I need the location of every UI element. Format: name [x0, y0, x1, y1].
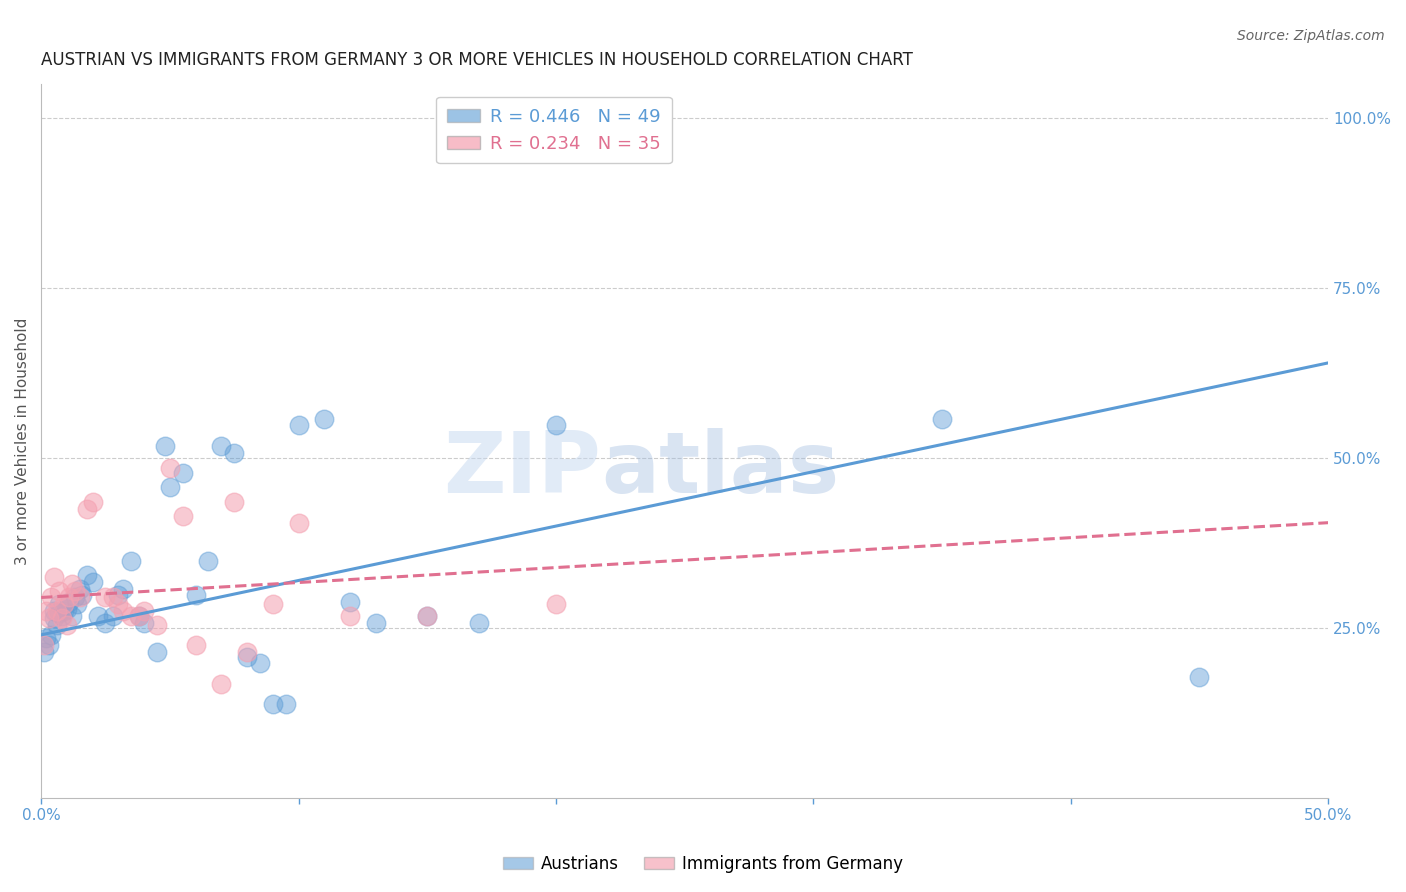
Point: [172, 508, 194, 523]
Point: [159, 480, 181, 494]
Point: [63, 583, 86, 598]
Point: [94, 615, 117, 630]
Point: [314, 411, 336, 425]
Point: [544, 597, 567, 611]
Point: [51, 608, 73, 623]
Point: [45, 604, 67, 618]
Point: [416, 608, 439, 623]
Point: [53, 604, 76, 618]
Point: [107, 597, 129, 611]
Point: [262, 697, 284, 711]
Point: [172, 466, 194, 480]
Point: [103, 608, 125, 623]
Point: [76, 568, 98, 582]
Point: [42, 570, 65, 584]
Point: [42, 604, 65, 618]
Point: [48, 583, 70, 598]
Point: [120, 608, 142, 623]
Point: [339, 608, 361, 623]
Point: [69, 582, 91, 596]
Point: [66, 597, 89, 611]
Point: [287, 418, 309, 433]
Point: [82, 495, 104, 509]
Point: [58, 591, 80, 605]
Point: [35, 632, 58, 646]
Point: [209, 677, 232, 691]
Point: [53, 597, 76, 611]
Point: [41, 591, 63, 605]
Point: [112, 582, 135, 596]
Point: [146, 645, 169, 659]
Point: [132, 615, 155, 630]
Point: [209, 439, 232, 453]
Point: [56, 602, 79, 616]
Point: [107, 589, 129, 603]
Y-axis label: 3 or more Vehicles in Household: 3 or more Vehicles in Household: [15, 318, 30, 565]
Text: ZIP: ZIP: [443, 428, 600, 511]
Point: [56, 617, 79, 632]
Point: [45, 617, 67, 632]
Point: [184, 589, 207, 603]
Point: [41, 628, 63, 642]
Point: [544, 418, 567, 433]
Legend: Austrians, Immigrants from Germany: Austrians, Immigrants from Germany: [496, 848, 910, 880]
Point: [94, 591, 117, 605]
Point: [35, 604, 58, 618]
Text: atlas: atlas: [600, 428, 839, 511]
Point: [128, 608, 150, 623]
Point: [224, 445, 246, 459]
Point: [60, 577, 83, 591]
Point: [72, 589, 94, 603]
Point: [51, 611, 73, 625]
Point: [87, 608, 110, 623]
Point: [249, 657, 271, 671]
Point: [224, 495, 246, 509]
Point: [184, 638, 207, 652]
Point: [153, 439, 176, 453]
Point: [42, 611, 65, 625]
Point: [132, 604, 155, 618]
Point: [38, 638, 60, 652]
Point: [63, 591, 86, 605]
Point: [120, 554, 142, 568]
Point: [69, 591, 91, 605]
Text: Source: ZipAtlas.com: Source: ZipAtlas.com: [1237, 29, 1385, 43]
Point: [146, 617, 169, 632]
Point: [287, 516, 309, 530]
Point: [364, 615, 387, 630]
Point: [60, 608, 83, 623]
Point: [931, 411, 953, 425]
Point: [103, 591, 125, 605]
Point: [236, 645, 259, 659]
Point: [76, 502, 98, 516]
Point: [467, 615, 489, 630]
Point: [1188, 670, 1211, 684]
Point: [159, 461, 181, 475]
Point: [339, 595, 361, 609]
Legend: R = 0.446   N = 49, R = 0.234   N = 35: R = 0.446 N = 49, R = 0.234 N = 35: [436, 96, 672, 163]
Point: [32, 638, 55, 652]
Point: [48, 597, 70, 611]
Point: [416, 608, 439, 623]
Point: [112, 604, 135, 618]
Point: [197, 554, 219, 568]
Point: [128, 608, 150, 623]
Point: [32, 645, 55, 659]
Point: [236, 649, 259, 664]
Point: [48, 606, 70, 620]
Point: [274, 697, 297, 711]
Point: [262, 597, 284, 611]
Point: [82, 574, 104, 589]
Point: [38, 611, 60, 625]
Point: [58, 595, 80, 609]
Text: AUSTRIAN VS IMMIGRANTS FROM GERMANY 3 OR MORE VEHICLES IN HOUSEHOLD CORRELATION : AUSTRIAN VS IMMIGRANTS FROM GERMANY 3 OR…: [41, 51, 912, 69]
